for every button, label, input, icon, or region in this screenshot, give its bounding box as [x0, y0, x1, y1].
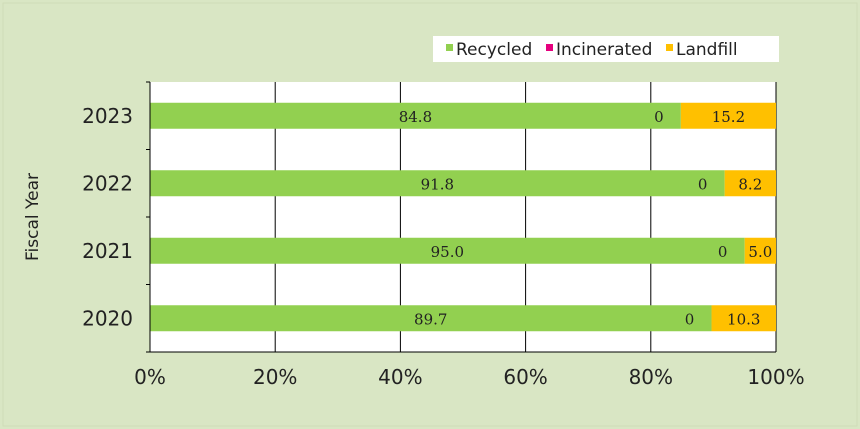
legend-box: [433, 36, 779, 62]
data-label: 84.8: [399, 108, 432, 126]
data-label: 0: [685, 310, 695, 328]
x-tick-label: 80%: [629, 365, 673, 389]
data-label: 10.3: [727, 310, 760, 328]
x-tick-label: 20%: [253, 365, 297, 389]
x-tick-label: 40%: [378, 365, 422, 389]
category-label: 2022: [82, 171, 133, 195]
x-tick-label: 100%: [747, 365, 804, 389]
data-label: 8.2: [738, 175, 762, 193]
bar-recycled: [150, 170, 725, 197]
legend-label: Incinerated: [556, 40, 652, 60]
legend-swatch: [546, 44, 553, 51]
data-label: 95.0: [431, 243, 464, 261]
legend-label: Recycled: [456, 40, 532, 60]
data-label: 0: [718, 243, 728, 261]
x-tick-labels: 0% 20% 40% 60% 80% 100%: [134, 365, 804, 389]
category-label: 2020: [82, 306, 133, 330]
bar-landfill: [744, 237, 776, 264]
bar-recycled: [150, 237, 745, 264]
x-tick-label: 60%: [503, 365, 547, 389]
y-axis-title: Fiscal Year: [23, 173, 43, 261]
category-label: 2021: [82, 239, 133, 263]
data-label: 0: [698, 175, 708, 193]
bar-landfill: [724, 170, 776, 197]
data-label: 15.2: [712, 108, 745, 126]
legend-swatch: [666, 44, 673, 51]
bar-recycled: [150, 102, 681, 129]
category-labels: 2023 2022 2021 2020: [82, 104, 133, 331]
data-label: 89.7: [414, 310, 447, 328]
data-label: 0: [654, 108, 664, 126]
x-tick-label: 0%: [134, 365, 166, 389]
axes: [146, 81, 776, 353]
data-label: 91.8: [421, 175, 454, 193]
bar-landfill: [680, 102, 776, 129]
bar-landfill: [711, 305, 776, 332]
legend: Recycled Incinerated Landfill: [433, 36, 779, 62]
legend-swatch: [446, 44, 453, 51]
legend-label: Landfill: [676, 40, 738, 60]
data-label: 5.0: [748, 243, 772, 261]
bars: 84.8 0 15.2 91.8 0 8.2 95.0 0 5.0 89.7 0 10.3: [150, 102, 776, 332]
bar-recycled: [150, 305, 712, 332]
category-label: 2023: [82, 104, 133, 128]
